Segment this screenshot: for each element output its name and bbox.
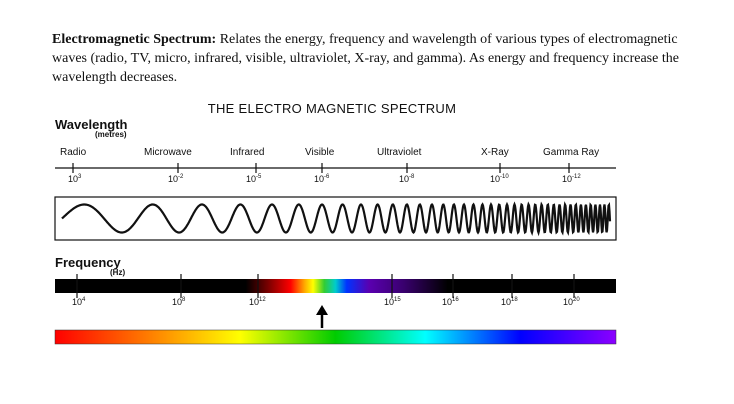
wavelength-value: 10-5 — [246, 174, 262, 184]
frequency-value: 104 — [72, 297, 86, 307]
frequency-value: 1020 — [563, 297, 580, 307]
diagram-title: THE ELECTRO MAGNETIC SPECTRUM — [207, 101, 457, 116]
frequency-label: Frequency — [55, 255, 121, 270]
frequency-value: 1018 — [501, 297, 518, 307]
frequency-value: 108 — [172, 297, 186, 307]
frequency-ticks — [76, 274, 575, 298]
paragraph-text: Relates the energy, frequency and wavele… — [52, 32, 679, 85]
wavelength-value: 10-12 — [562, 174, 581, 184]
category-gamma-ray: Gamma Ray — [543, 147, 600, 158]
intro-paragraph: Electromagnetic Spectrum: Relates the en… — [52, 30, 682, 87]
category-microwave: Microwave — [144, 147, 192, 158]
category-xray: X-Ray — [481, 147, 509, 158]
category-radio: Radio — [60, 147, 87, 158]
visible-arrow — [316, 305, 328, 328]
frequency-value: 1015 — [384, 297, 401, 307]
visible-spectrum-bar — [54, 329, 617, 345]
wavelength-label: Wavelength — [55, 117, 128, 132]
paragraph-heading: Electromagnetic Spectrum: — [52, 32, 217, 47]
category-infrared: Infrared — [230, 147, 265, 158]
frequency-band — [55, 279, 616, 293]
frequency-unit: (Hz) — [110, 268, 126, 277]
frequency-value: 1016 — [442, 297, 459, 307]
wavelength-value: 10-6 — [314, 174, 330, 184]
wavelength-value: 103 — [68, 174, 82, 184]
wavelength-unit: (metres) — [95, 130, 127, 139]
frequency-value: 1012 — [249, 297, 266, 307]
em-wave — [61, 201, 612, 237]
category-visible: Visible — [305, 147, 335, 158]
wavelength-ticks — [72, 163, 570, 173]
wavelength-value: 10-8 — [399, 174, 415, 184]
category-ultraviolet: Ultraviolet — [377, 147, 422, 158]
wavelength-value: 10-2 — [168, 174, 184, 184]
wavelength-value: 10-10 — [490, 174, 509, 184]
